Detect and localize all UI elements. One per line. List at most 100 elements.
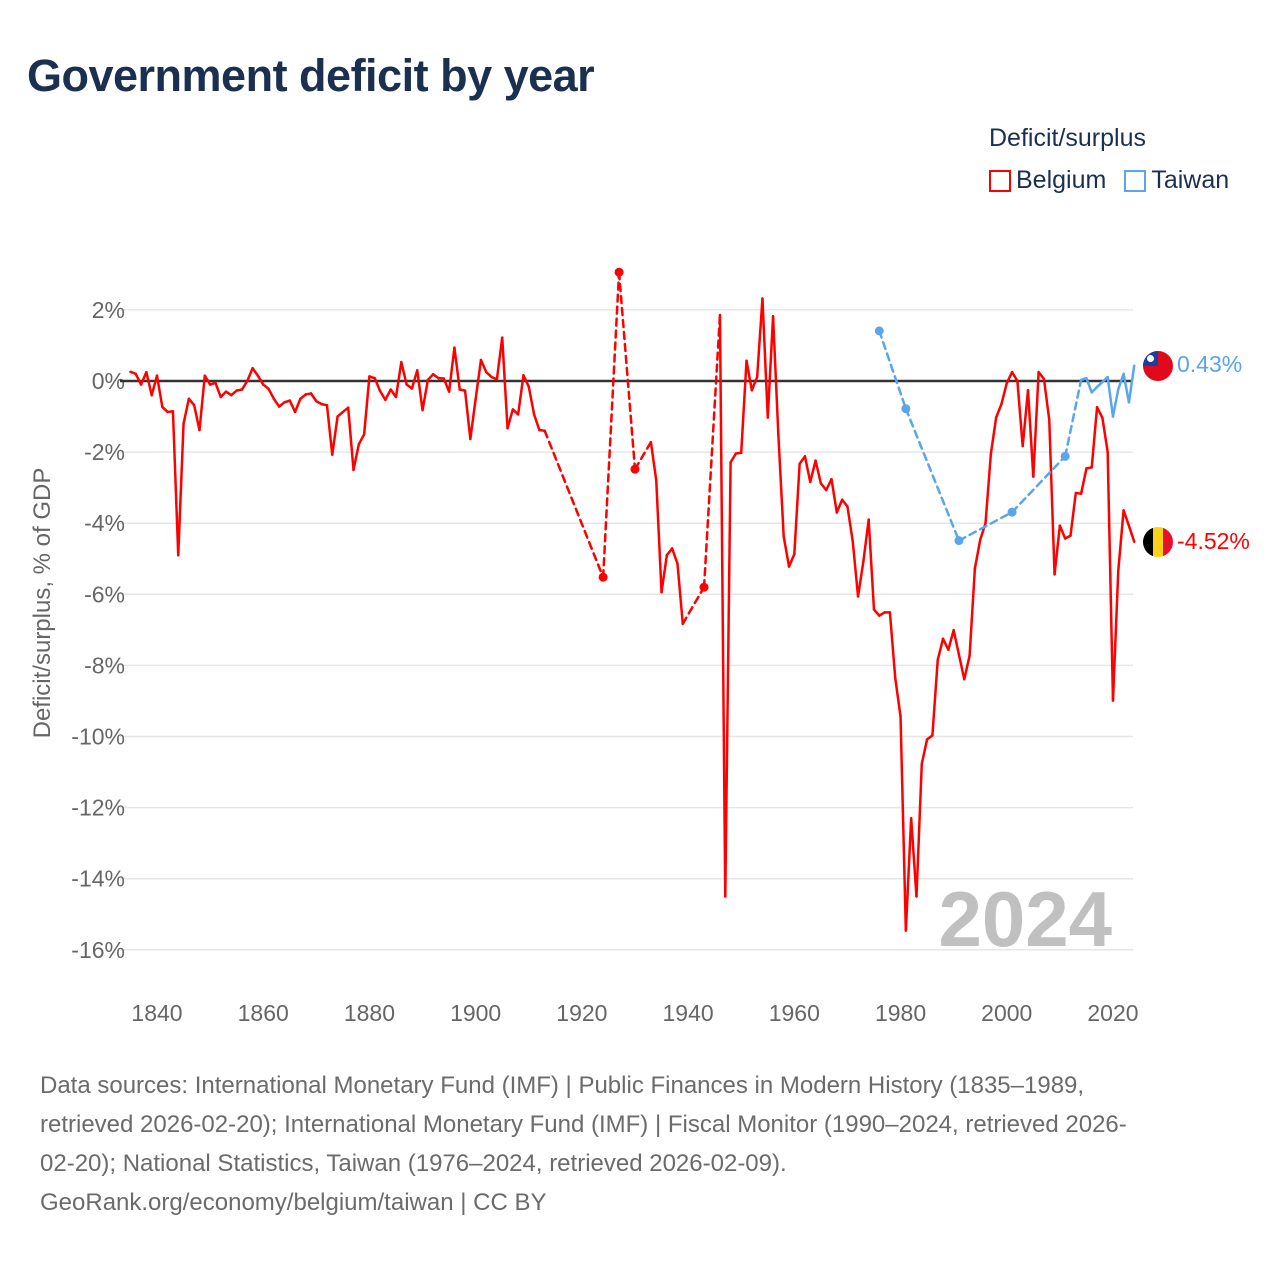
line-segment: [1111, 569, 1120, 702]
line-segment: [846, 505, 854, 543]
x-tick-label: 1960: [769, 1000, 820, 1026]
legend-swatch-taiwan: [1124, 169, 1147, 192]
line-segment: [1042, 377, 1051, 421]
line-segment: [415, 369, 424, 412]
legend-item-taiwan[interactable]: Taiwan: [1124, 166, 1229, 195]
line-segment: [862, 518, 870, 563]
line-segment: [968, 567, 977, 658]
line-segment: [856, 560, 865, 598]
line-segment: [835, 498, 844, 514]
line-segment: [1122, 509, 1131, 527]
x-tick-label: 1940: [663, 1000, 714, 1026]
line-segment: [1053, 524, 1062, 576]
line-segment: [931, 658, 939, 737]
line-segment: [346, 406, 355, 472]
line-segment: [830, 477, 839, 514]
line-segment: [920, 738, 929, 766]
y-tick-label: -6%: [84, 581, 125, 607]
line-segment: [973, 538, 982, 570]
y-tick-label: 2%: [92, 297, 125, 323]
line-segment: [352, 443, 361, 472]
x-tick-label: 2000: [981, 1000, 1032, 1026]
y-axis-ticks: 2% 0% -2% -4% -6% -8% -10% -12% -14% -16%: [71, 297, 125, 963]
line-segment: [426, 372, 435, 382]
legend-label: Taiwan: [1151, 166, 1230, 194]
gap-connector: [681, 585, 706, 626]
line-segment: [495, 336, 504, 381]
line-segment: [256, 374, 265, 386]
line-segment: [867, 518, 876, 611]
line-segment: [219, 390, 228, 399]
line-segment: [724, 461, 732, 898]
gap-connector: [633, 440, 653, 471]
line-segment: [803, 455, 812, 484]
line-segment: [915, 762, 924, 898]
line-segment: [288, 399, 297, 414]
legend-item-belgium[interactable]: Belgium: [989, 166, 1106, 195]
line-segment: [1069, 491, 1078, 537]
data-point: [1007, 507, 1017, 517]
y-tick-label: 0%: [92, 368, 125, 394]
line-segment: [1000, 381, 1009, 406]
line-segment: [952, 628, 961, 656]
line-segment: [649, 440, 658, 482]
y-tick-label: -12%: [71, 795, 125, 821]
line-segment: [840, 498, 849, 508]
line-segment: [1058, 524, 1067, 540]
line-segment: [447, 346, 456, 393]
taiwan-flag-icon: [1143, 351, 1173, 381]
gap-connector: [957, 510, 1014, 542]
series-taiwan: [874, 326, 1136, 546]
line-segment: [957, 653, 966, 681]
line-segment: [500, 336, 509, 430]
y-tick-label: -8%: [84, 652, 125, 678]
line-segment: [1117, 372, 1125, 391]
y-tick-label: -10%: [71, 724, 125, 750]
data-point: [1060, 451, 1070, 461]
source-credit-link[interactable]: GeoRank.org/economy/belgium/taiwan | CC …: [40, 1189, 547, 1216]
x-axis-ticks: 1840 1860 1880 1900 1920 1940 1960 1980 2000 2020: [131, 1000, 1138, 1026]
x-tick-label: 1860: [238, 1000, 289, 1026]
line-segment: [214, 381, 222, 399]
line-segment: [941, 637, 950, 652]
data-point: [954, 536, 964, 546]
line-segment: [373, 376, 382, 393]
line-segment: [893, 676, 902, 718]
line-segment: [787, 552, 796, 568]
y-tick-label: -16%: [71, 937, 125, 963]
line-segment: [1010, 370, 1019, 383]
line-segment: [410, 369, 419, 390]
line-segment: [761, 297, 770, 419]
line-segment: [532, 413, 541, 432]
gap-connector: [702, 313, 722, 589]
legend-swatch-belgium: [989, 169, 1011, 192]
line-segment: [145, 370, 153, 397]
x-tick-label: 1900: [450, 1000, 501, 1026]
line-segment: [522, 374, 531, 388]
line-segment: [1111, 387, 1120, 418]
line-segment: [182, 397, 191, 425]
line-segment: [187, 397, 196, 407]
line-segment: [814, 459, 823, 485]
line-segment: [809, 459, 817, 484]
line-segment: [963, 654, 971, 681]
legend: Belgium Taiwan: [989, 166, 1229, 195]
legend-title: Deficit/surplus: [989, 124, 1146, 152]
line-segment: [1090, 385, 1099, 394]
line-segment: [654, 478, 663, 594]
line-segment: [251, 366, 260, 377]
gridlines: [120, 309, 1133, 951]
data-sources: Data sources: International Monetary Fun…: [40, 1066, 1240, 1222]
line-segment: [293, 397, 302, 414]
line-segment: [1090, 406, 1099, 469]
line-segment: [453, 346, 461, 391]
line-segment: [994, 402, 1003, 419]
source-line: Data sources: International Monetary Fun…: [40, 1072, 1085, 1099]
line-segment: [463, 389, 472, 441]
x-tick-label: 1880: [344, 1000, 395, 1026]
gap-connector: [617, 270, 637, 471]
line-segment: [777, 434, 785, 538]
line-segment: [203, 374, 212, 386]
x-tick-label: 1920: [556, 1000, 607, 1026]
line-segment: [1032, 370, 1040, 478]
